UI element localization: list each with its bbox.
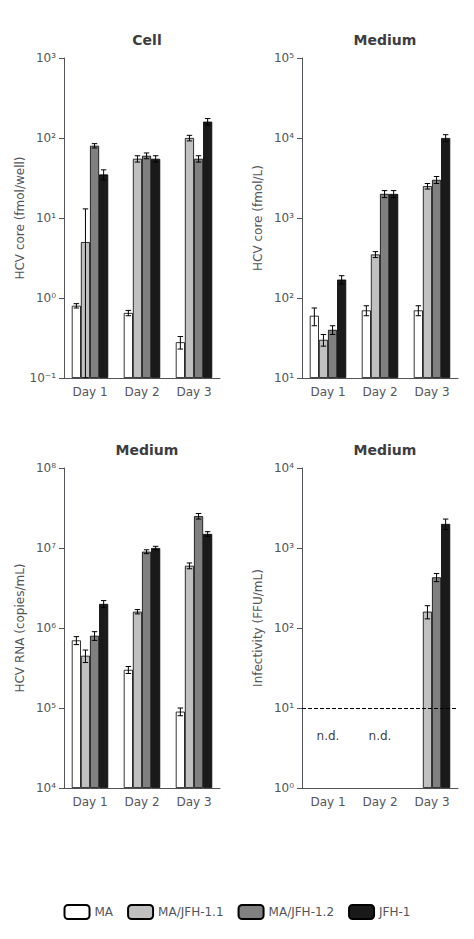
svg-text:HCV core (fmol/well): HCV core (fmol/well) [13,156,27,279]
svg-text:Day 2: Day 2 [362,795,397,809]
svg-text:MA/JFH-1.2: MA/JFH-1.2 [269,905,334,919]
svg-text:10¹: 10¹ [36,211,56,225]
svg-text:Medium: Medium [354,442,417,458]
svg-text:Day 3: Day 3 [176,795,211,809]
svg-text:10⁰: 10⁰ [274,781,294,795]
svg-text:10¹: 10¹ [274,701,294,715]
svg-text:Day 2: Day 2 [124,795,159,809]
svg-text:Infectivity (FFU/mL): Infectivity (FFU/mL) [251,569,265,687]
svg-text:10³: 10³ [36,51,56,65]
svg-text:10³: 10³ [274,541,294,555]
svg-text:Day 2: Day 2 [124,385,159,399]
svg-text:10³: 10³ [274,211,294,225]
svg-text:10⁰: 10⁰ [36,291,56,305]
svg-text:10²: 10² [274,291,294,305]
svg-text:Day 1: Day 1 [72,795,107,809]
svg-text:MA/JFH-1.1: MA/JFH-1.1 [158,905,223,919]
svg-text:Day 3: Day 3 [414,385,449,399]
svg-text:Medium: Medium [116,442,179,458]
svg-text:10⁴: 10⁴ [274,461,294,475]
svg-text:10⁸: 10⁸ [36,461,56,475]
svg-text:10⁴: 10⁴ [274,131,294,145]
svg-text:JFH-1: JFH-1 [378,905,410,919]
svg-text:10²: 10² [36,131,56,145]
svg-text:Day 3: Day 3 [176,385,211,399]
svg-text:MA: MA [95,905,114,919]
svg-text:n.d.: n.d. [317,729,340,743]
svg-text:10⁷: 10⁷ [36,541,56,555]
svg-text:10⁵: 10⁵ [274,51,294,65]
svg-text:10⁴: 10⁴ [36,781,56,795]
svg-text:Cell: Cell [132,32,161,48]
svg-text:10²: 10² [274,621,294,635]
svg-text:Day 1: Day 1 [310,385,345,399]
svg-text:10⁶: 10⁶ [36,621,56,635]
svg-text:10¹: 10¹ [274,371,294,385]
svg-text:Day 2: Day 2 [362,385,397,399]
svg-text:Day 1: Day 1 [72,385,107,399]
svg-text:Medium: Medium [354,32,417,48]
svg-text:10⁻¹: 10⁻¹ [30,371,57,385]
svg-text:Day 1: Day 1 [310,795,345,809]
svg-text:HCV core (fmol/L): HCV core (fmol/L) [251,165,265,271]
svg-text:n.d.: n.d. [369,729,392,743]
svg-text:HCV RNA (copies/mL): HCV RNA (copies/mL) [13,563,27,692]
svg-text:Day 3: Day 3 [414,795,449,809]
svg-text:10⁵: 10⁵ [36,701,56,715]
